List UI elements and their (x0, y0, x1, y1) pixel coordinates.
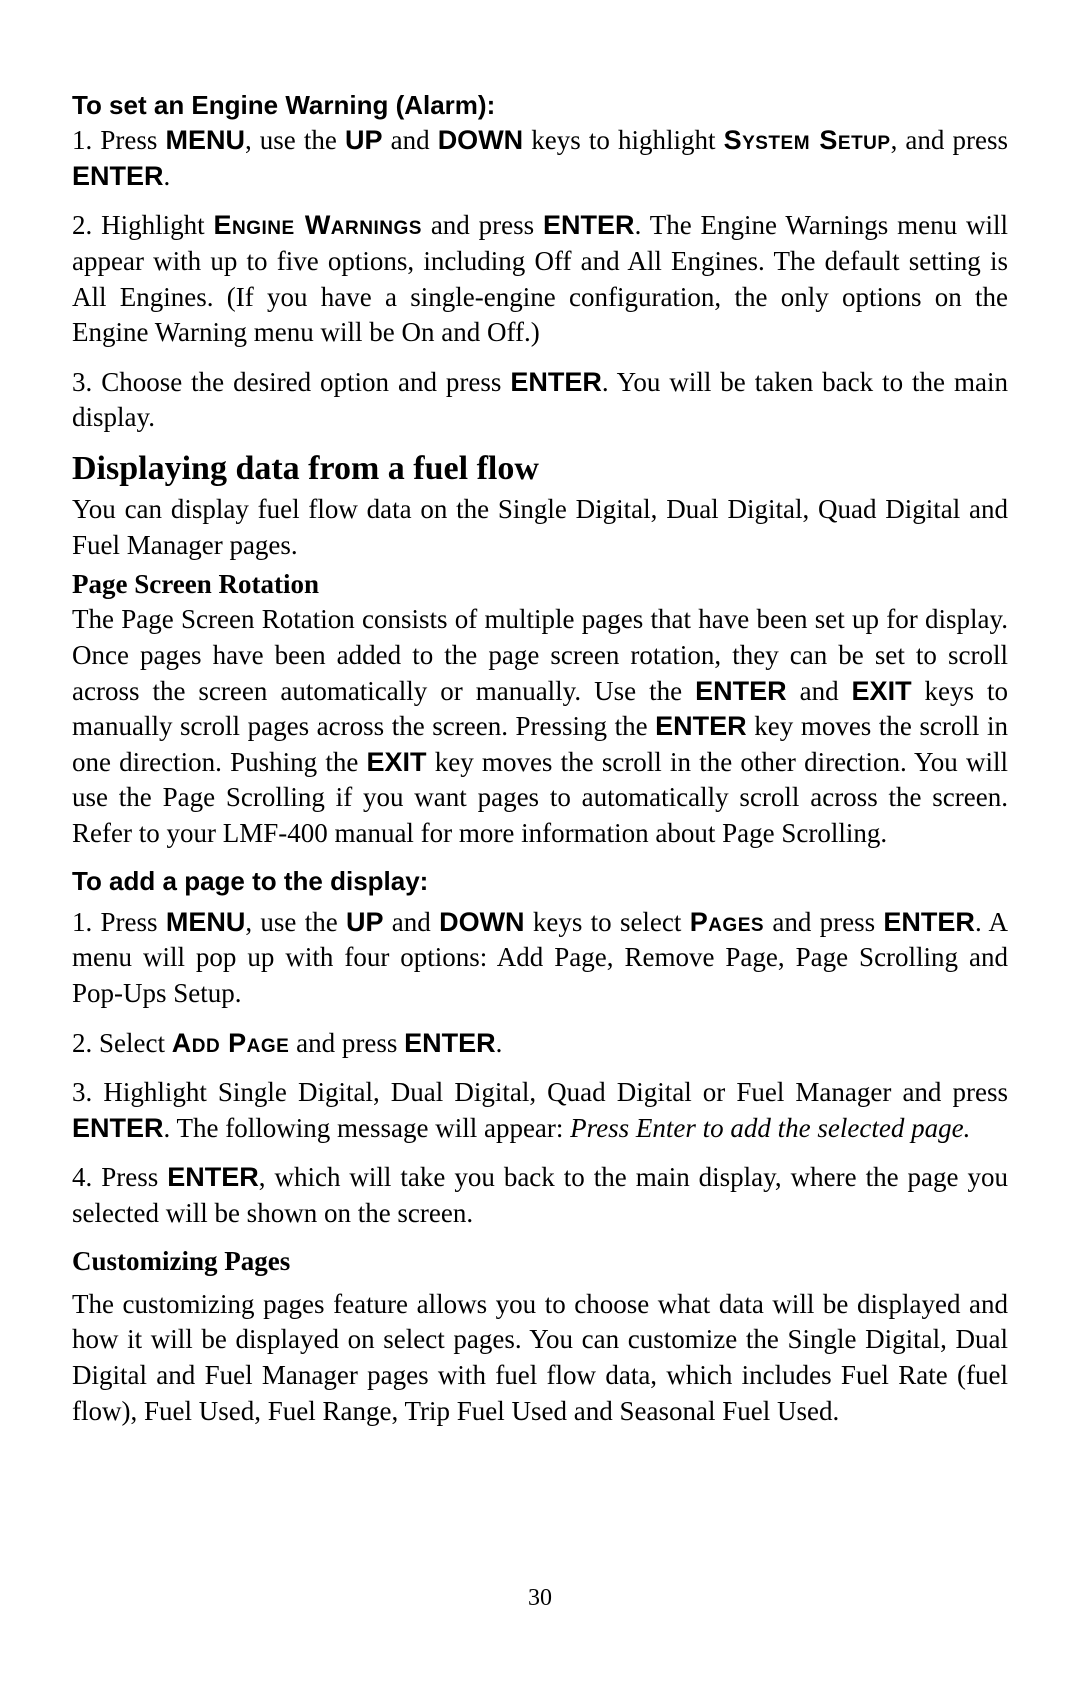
message-press-enter: Press Enter to add the selected page. (570, 1113, 970, 1143)
text: 1. Press (72, 125, 165, 155)
label-pages: Pages (690, 907, 764, 937)
key-exit: EXIT (852, 676, 912, 706)
key-enter: ENTER (510, 367, 602, 397)
text: and press (422, 210, 543, 240)
text: . (496, 1028, 503, 1058)
text: and press (289, 1028, 404, 1058)
text: 4. Press (72, 1162, 167, 1192)
text: and (383, 125, 438, 155)
text: , and press (891, 125, 1008, 155)
text: . The following message will appear: (164, 1113, 571, 1143)
step-2: 2. Highlight Engine Warnings and press E… (72, 208, 1008, 351)
key-enter: ENTER (72, 1113, 164, 1143)
document-page: To set an Engine Warning (Alarm): 1. Pre… (0, 0, 1080, 1682)
add-page-step-3: 3. Highlight Single Digital, Dual Digita… (72, 1075, 1008, 1146)
text: 3. Highlight Single Digital, Dual Digita… (72, 1077, 1008, 1107)
page-screen-rotation-body: The Page Screen Rotation consists of mul… (72, 602, 1008, 851)
key-enter: ENTER (883, 907, 975, 937)
heading-fuel-flow: Displaying data from a fuel flow (72, 450, 1008, 488)
key-up: UP (346, 907, 384, 937)
label-system-setup: System Setup (724, 125, 891, 155)
key-enter: ENTER (167, 1162, 259, 1192)
page-number: 30 (0, 1585, 1080, 1612)
heading-add-page: To add a page to the display: (72, 866, 1008, 897)
text: , use the (245, 907, 346, 937)
heading-customizing-pages: Customizing Pages (72, 1246, 1008, 1277)
text: 3. Choose the desired option and press (72, 367, 510, 397)
text: keys to select (525, 907, 690, 937)
text: and (384, 907, 440, 937)
add-page-step-2: 2. Select Add Page and press ENTER. (72, 1026, 1008, 1062)
step-1: 1. Press MENU, use the UP and DOWN keys … (72, 123, 1008, 194)
key-enter: ENTER (72, 161, 164, 191)
key-enter: ENTER (655, 711, 747, 741)
step-3: 3. Choose the desired option and press E… (72, 365, 1008, 436)
fuel-intro: You can display fuel flow data on the Si… (72, 492, 1008, 563)
add-page-step-4: 4. Press ENTER, which will take you back… (72, 1160, 1008, 1231)
key-enter: ENTER (695, 676, 787, 706)
key-enter: ENTER (543, 210, 635, 240)
key-down: DOWN (439, 907, 524, 937)
heading-engine-warning: To set an Engine Warning (Alarm): (72, 90, 1008, 121)
key-up: UP (345, 125, 383, 155)
heading-page-screen-rotation: Page Screen Rotation (72, 569, 1008, 600)
text: 2. Select (72, 1028, 172, 1058)
key-menu: MENU (165, 125, 245, 155)
add-page-step-1: 1. Press MENU, use the UP and DOWN keys … (72, 905, 1008, 1012)
customizing-pages-body: The customizing pages feature allows you… (72, 1287, 1008, 1430)
key-exit: EXIT (367, 747, 427, 777)
label-add-page: Add Page (172, 1028, 290, 1058)
text: and press (764, 907, 883, 937)
text: keys to highlight (523, 125, 723, 155)
text: , use the (245, 125, 345, 155)
text: . (164, 161, 171, 191)
text: 1. Press (72, 907, 166, 937)
label-engine-warnings: Engine Warnings (214, 210, 422, 240)
key-down: DOWN (438, 125, 523, 155)
text: and (787, 676, 852, 706)
text: 2. Highlight (72, 210, 214, 240)
key-menu: MENU (166, 907, 246, 937)
key-enter: ENTER (404, 1028, 496, 1058)
